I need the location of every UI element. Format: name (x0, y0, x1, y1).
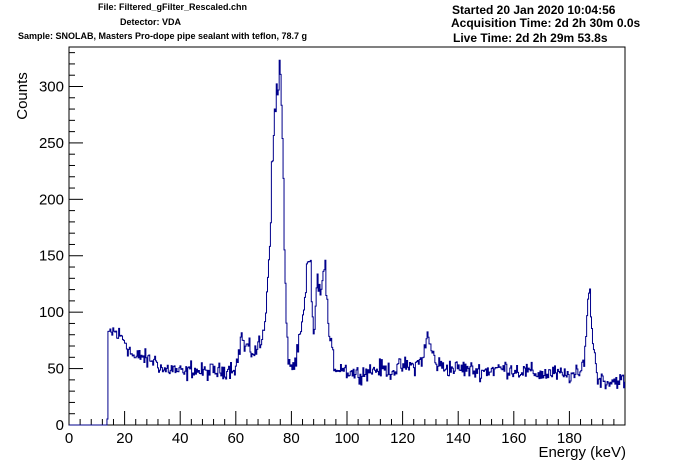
x-tick-label: 180 (557, 430, 582, 447)
x-tick-label: 60 (227, 430, 244, 447)
y-tick-label: 0 (56, 417, 64, 434)
x-axis-ticks: 0 20 40 60 80 100 120 140 160 180 (65, 411, 615, 447)
header-acquisition-time: Acquisition Time: 2d 2h 30m 0.0s (451, 16, 641, 30)
x-tick-label: 80 (283, 430, 300, 447)
header-started: Started 20 Jan 2020 10:04:56 (452, 3, 616, 17)
x-axis-title: Energy (keV) (538, 444, 626, 461)
plot-frame (68, 46, 626, 426)
y-tick-label: 200 (39, 191, 64, 208)
x-tick-label: 100 (334, 430, 359, 447)
y-tick-label: 50 (47, 361, 64, 378)
x-tick-label: 160 (501, 430, 526, 447)
header-file: File: Filtered_gFilter_Rescaled.chn (98, 2, 248, 12)
series-layer (69, 59, 626, 426)
header-sample: Sample: SNOLAB, Masters Pro-dope pipe se… (18, 31, 308, 41)
x-tick-label: 120 (390, 430, 415, 447)
x-tick-label: 20 (116, 430, 133, 447)
y-axis-title: Counts (14, 72, 31, 120)
x-tick-label: 140 (446, 430, 471, 447)
header-live-time: Live Time: 2d 2h 29m 53.8s (453, 31, 608, 45)
y-axis-ticks: 0 50 100 150 200 250 300 (39, 52, 83, 434)
y-tick-label: 300 (39, 78, 64, 95)
series-line (69, 59, 626, 426)
x-tick-label: 0 (65, 430, 73, 447)
x-tick-label: 40 (172, 430, 189, 447)
y-tick-label: 100 (39, 304, 64, 321)
header-detector: Detector: VDA (120, 17, 182, 27)
y-tick-label: 150 (39, 248, 64, 265)
y-tick-label: 250 (39, 135, 64, 152)
